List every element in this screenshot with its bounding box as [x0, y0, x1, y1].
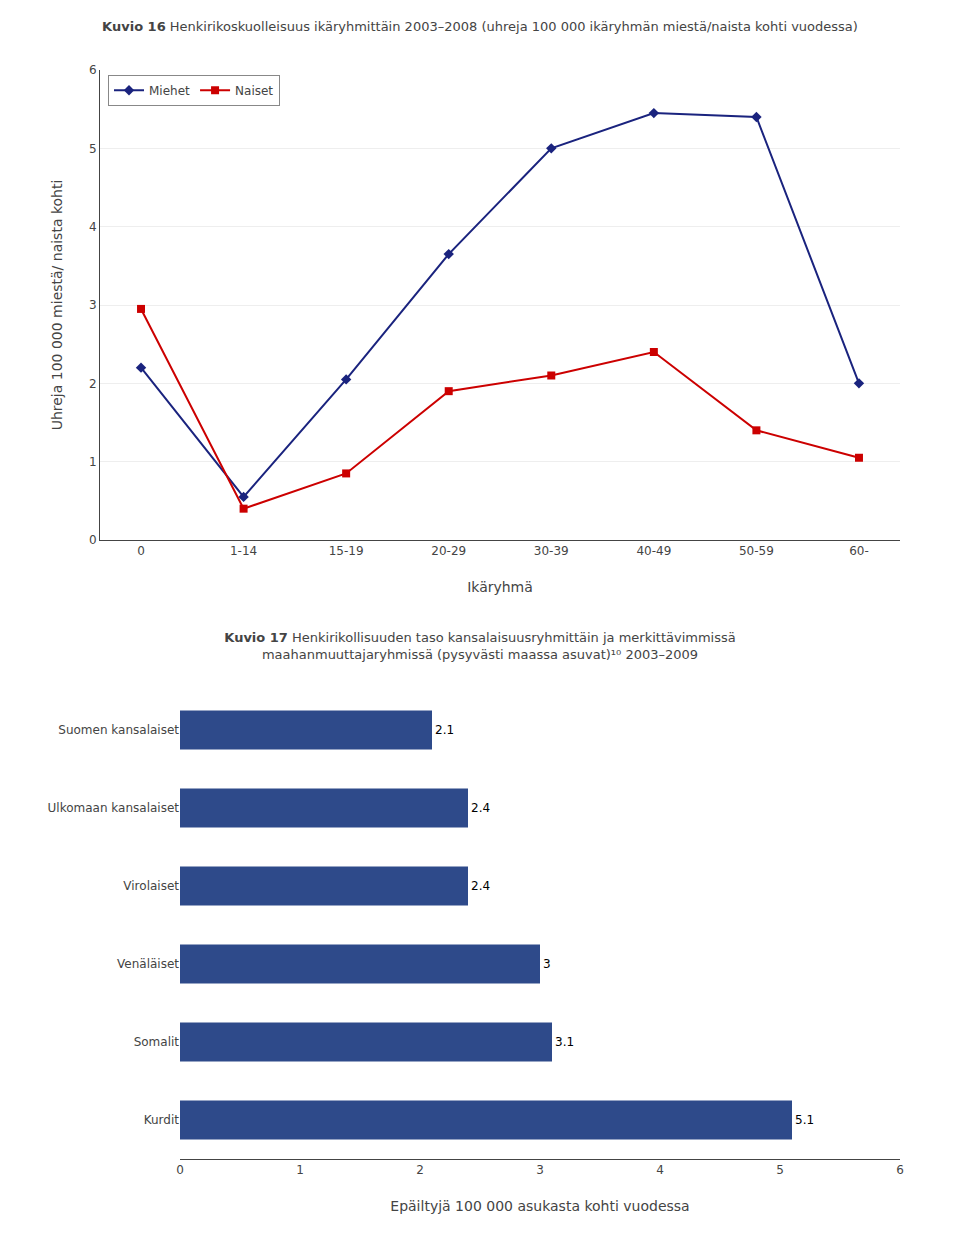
svg-text:30-39: 30-39	[534, 544, 569, 558]
svg-text:Somalit: Somalit	[134, 1035, 180, 1049]
svg-text:2.4: 2.4	[471, 801, 490, 815]
svg-text:2: 2	[89, 377, 97, 391]
svg-text:20-29: 20-29	[431, 544, 466, 558]
svg-text:2: 2	[416, 1163, 424, 1177]
svg-text:1: 1	[296, 1163, 304, 1177]
svg-text:0: 0	[176, 1163, 184, 1177]
svg-text:3: 3	[543, 957, 551, 971]
svg-text:6: 6	[89, 63, 97, 77]
svg-text:5: 5	[89, 142, 97, 156]
svg-text:3.1: 3.1	[555, 1035, 574, 1049]
svg-text:Ikäryhmä: Ikäryhmä	[467, 579, 533, 595]
svg-text:4: 4	[656, 1163, 664, 1177]
svg-text:1: 1	[89, 455, 97, 469]
svg-text:5: 5	[776, 1163, 784, 1177]
svg-text:6: 6	[896, 1163, 904, 1177]
svg-text:Uhreja 100 000 miestä/ naista: Uhreja 100 000 miestä/ naista kohti	[49, 180, 65, 431]
svg-text:3: 3	[536, 1163, 544, 1177]
svg-text:Epäiltyjä 100 000 asukasta koh: Epäiltyjä 100 000 asukasta kohti vuodess…	[390, 1198, 689, 1214]
svg-text:Virolaiset: Virolaiset	[123, 879, 179, 893]
svg-text:4: 4	[89, 220, 97, 234]
svg-text:Venäläiset: Venäläiset	[117, 957, 179, 971]
svg-text:40-49: 40-49	[636, 544, 671, 558]
svg-text:2.1: 2.1	[435, 723, 454, 737]
svg-text:5.1: 5.1	[795, 1113, 814, 1127]
svg-text:0: 0	[89, 533, 97, 547]
svg-text:1-14: 1-14	[230, 544, 257, 558]
svg-text:0: 0	[137, 544, 145, 558]
svg-text:Suomen kansalaiset: Suomen kansalaiset	[58, 723, 179, 737]
svg-text:2.4: 2.4	[471, 879, 490, 893]
svg-text:Naiset: Naiset	[235, 84, 273, 98]
svg-text:Ulkomaan kansalaiset: Ulkomaan kansalaiset	[48, 801, 180, 815]
svg-text:Kuvio 17 Henkirikollisuuden ta: Kuvio 17 Henkirikollisuuden taso kansala…	[224, 630, 735, 662]
svg-text:60-: 60-	[849, 544, 869, 558]
svg-text:Kurdit: Kurdit	[144, 1113, 180, 1127]
svg-text:Miehet: Miehet	[149, 84, 190, 98]
svg-text:3: 3	[89, 298, 97, 312]
svg-text:50-59: 50-59	[739, 544, 774, 558]
svg-text:15-19: 15-19	[329, 544, 364, 558]
svg-text:Kuvio 16 Henkirikoskuolleisuus: Kuvio 16 Henkirikoskuolleisuus ikäryhmit…	[102, 19, 858, 34]
